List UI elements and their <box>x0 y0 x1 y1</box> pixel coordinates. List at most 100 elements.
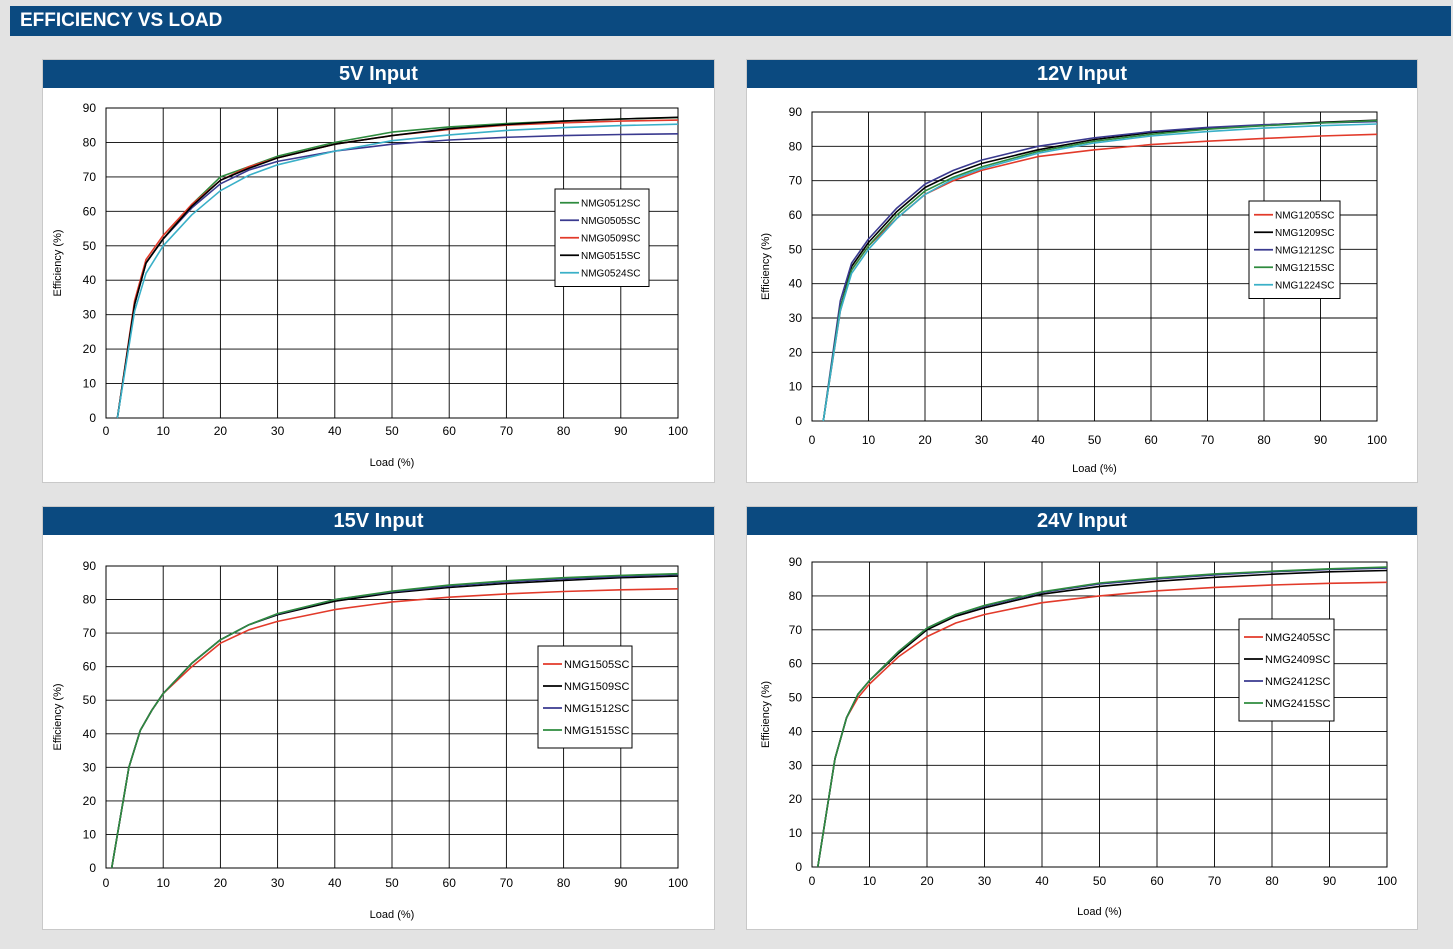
x-tick-label: 50 <box>385 876 399 890</box>
y-tick-label: 30 <box>789 758 803 772</box>
legend-label: NMG0524SC <box>581 268 640 279</box>
chart-title: 15V Input <box>43 507 714 535</box>
legend-label: NMG1515SC <box>564 725 629 737</box>
legend-label: NMG0515SC <box>581 251 640 262</box>
legend-label: NMG1505SC <box>564 659 629 671</box>
x-tick-label: 60 <box>1150 874 1164 888</box>
x-tick-label: 80 <box>1257 433 1271 447</box>
x-axis-title: Load (%) <box>370 457 415 469</box>
y-tick-label: 70 <box>789 174 803 188</box>
legend-label: NMG1212SC <box>1275 245 1334 256</box>
y-tick-label: 30 <box>83 308 97 322</box>
chart-title: 12V Input <box>747 60 1417 88</box>
chart-title: 5V Input <box>43 60 714 88</box>
x-tick-label: 80 <box>557 424 571 438</box>
chart-panel-12v: 12V Input 0 10 20 30 40 50 60 70 80 90 100 0 10 20 30 4… <box>746 59 1418 483</box>
x-tick-label: 10 <box>157 424 171 438</box>
y-tick-label: 10 <box>789 380 803 394</box>
y-tick-label: 50 <box>83 693 97 707</box>
x-tick-label: 0 <box>809 433 816 447</box>
y-axis-title: Efficiency (%) <box>760 681 772 748</box>
x-tick-label: 50 <box>385 424 399 438</box>
y-axis-title: Efficiency (%) <box>760 233 772 300</box>
x-tick-label: 70 <box>500 424 514 438</box>
legend-label: NMG1509SC <box>564 681 629 693</box>
x-tick-label: 20 <box>920 874 934 888</box>
series-line-nmg1212sc <box>822 120 1378 422</box>
x-tick-label: 90 <box>614 424 628 438</box>
y-tick-label: 60 <box>789 208 803 222</box>
y-tick-label: 50 <box>789 691 803 705</box>
y-tick-label: 10 <box>789 826 803 840</box>
x-tick-label: 70 <box>500 876 514 890</box>
y-tick-label: 80 <box>83 593 97 607</box>
y-tick-label: 20 <box>789 792 803 806</box>
x-tick-label: 10 <box>862 433 876 447</box>
y-tick-label: 90 <box>789 105 803 119</box>
legend-label: NMG1224SC <box>1275 280 1334 291</box>
series-line-nmg1224sc <box>822 123 1378 422</box>
y-tick-label: 10 <box>83 827 97 841</box>
y-tick-label: 10 <box>83 377 97 391</box>
x-tick-label: 20 <box>918 433 932 447</box>
line-chart-24v: 0 10 20 30 40 50 60 70 80 90 100 0 10 20 30 40 50 60 70 80 9… <box>760 555 1397 918</box>
x-tick-label: 0 <box>103 424 110 438</box>
x-tick-label: 90 <box>1314 433 1328 447</box>
y-tick-label: 60 <box>83 204 97 218</box>
y-tick-label: 70 <box>789 623 803 637</box>
line-chart-5v: 0 10 20 30 40 50 60 70 80 90 100 0 10 20 30 40 50 60 70 80 9… <box>52 101 688 469</box>
legend-label: NMG1209SC <box>1275 228 1334 239</box>
x-tick-label: 60 <box>443 876 457 890</box>
x-tick-label: 80 <box>557 876 571 890</box>
y-tick-label: 0 <box>89 411 96 425</box>
y-tick-label: 40 <box>789 724 803 738</box>
legend-label: NMG2415SC <box>1265 698 1330 710</box>
y-tick-label: 0 <box>795 860 802 874</box>
legend-label: NMG0509SC <box>581 233 640 244</box>
page-header: EFFICIENCY VS LOAD <box>10 6 1451 36</box>
y-tick-label: 40 <box>83 273 97 287</box>
y-tick-label: 20 <box>83 342 97 356</box>
chart-panel-5v: 5V Input 0 10 20 30 40 50 60 70 80 90 100 0 10 20 30 40… <box>42 59 715 483</box>
line-chart-15v: 0 10 20 30 40 50 60 70 80 90 100 0 10 20 30 40 50 60 70 80 9… <box>52 559 688 921</box>
x-tick-label: 60 <box>1144 433 1158 447</box>
chart-title: 24V Input <box>747 507 1417 535</box>
legend-label: NMG2412SC <box>1265 676 1330 688</box>
x-tick-label: 40 <box>1031 433 1045 447</box>
y-tick-label: 50 <box>83 239 97 253</box>
y-tick-label: 80 <box>83 135 97 149</box>
legend-label: NMG1512SC <box>564 703 629 715</box>
y-tick-label: 20 <box>789 345 803 359</box>
y-tick-label: 80 <box>789 589 803 603</box>
x-tick-label: 40 <box>328 876 342 890</box>
x-tick-label: 90 <box>1323 874 1337 888</box>
x-tick-label: 10 <box>157 876 171 890</box>
legend-label: NMG0505SC <box>581 216 640 227</box>
x-tick-label: 30 <box>271 876 285 890</box>
x-tick-label: 10 <box>863 874 877 888</box>
y-tick-label: 90 <box>83 559 97 573</box>
x-tick-label: 70 <box>1201 433 1215 447</box>
x-axis-title: Load (%) <box>1077 906 1122 918</box>
y-axis-title: Efficiency (%) <box>52 683 64 750</box>
x-tick-label: 20 <box>214 424 228 438</box>
series-line-nmg2415sc <box>817 566 1388 868</box>
legend-label: NMG0512SC <box>581 198 640 209</box>
x-tick-label: 50 <box>1093 874 1107 888</box>
x-tick-label: 30 <box>975 433 989 447</box>
line-chart-12v: 0 10 20 30 40 50 60 70 80 90 100 0 10 20 30 40 50 60 70 80 9… <box>760 105 1387 475</box>
x-tick-label: 0 <box>103 876 110 890</box>
series-line-nmg0515sc <box>116 116 679 419</box>
x-tick-label: 30 <box>978 874 992 888</box>
x-tick-label: 90 <box>614 876 628 890</box>
y-tick-label: 70 <box>83 626 97 640</box>
y-tick-label: 60 <box>789 657 803 671</box>
chart-panel-15v: 15V Input 0 10 20 30 40 50 60 70 80 90 100 0 10 20 30 4… <box>42 506 715 930</box>
y-tick-label: 40 <box>83 727 97 741</box>
y-tick-label: 30 <box>83 760 97 774</box>
series-line-nmg1515sc <box>110 572 679 869</box>
x-tick-label: 60 <box>443 424 457 438</box>
legend-box <box>537 645 633 749</box>
y-tick-label: 60 <box>83 660 97 674</box>
legend-box <box>1238 618 1335 722</box>
